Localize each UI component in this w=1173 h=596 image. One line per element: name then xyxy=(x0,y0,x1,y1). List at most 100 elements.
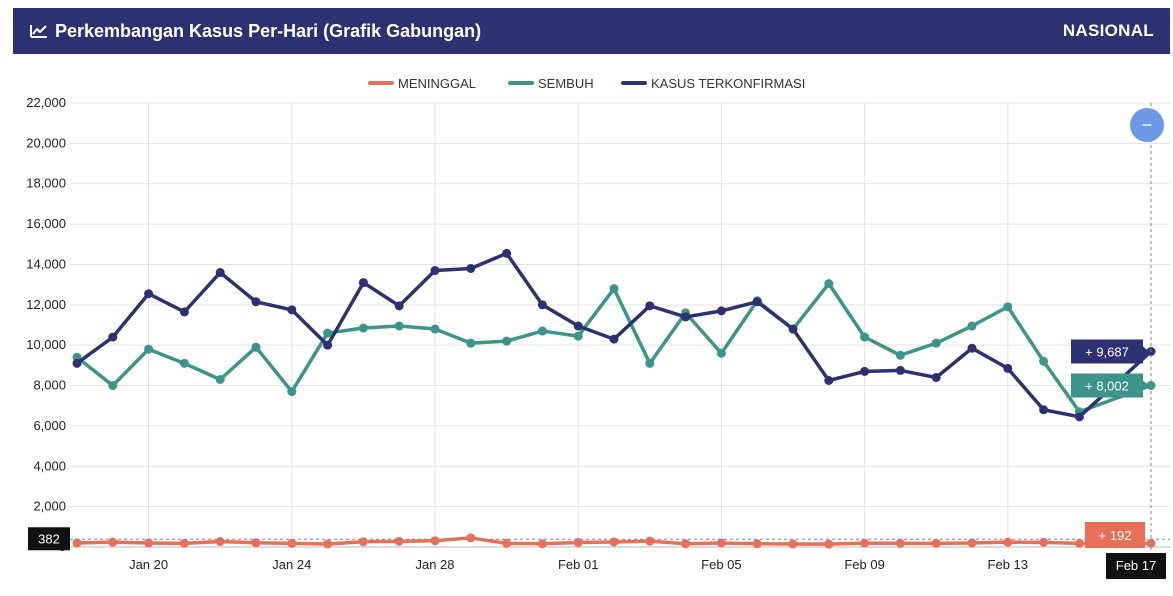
zoom-out-button[interactable]: − xyxy=(1130,108,1164,142)
data-point[interactable] xyxy=(502,336,512,346)
data-point[interactable] xyxy=(931,372,941,382)
chart-header: Perkembangan Kasus Per-Hari (Grafik Gabu… xyxy=(13,8,1170,54)
series-kasus-terkonfirmasi[interactable] xyxy=(72,248,1156,422)
data-point[interactable] xyxy=(287,387,297,397)
data-point[interactable] xyxy=(824,376,834,385)
data-point[interactable] xyxy=(394,301,404,311)
data-point[interactable] xyxy=(645,536,655,546)
data-point[interactable] xyxy=(72,538,82,548)
data-point[interactable] xyxy=(1003,537,1013,547)
data-point[interactable] xyxy=(681,539,691,549)
data-point[interactable] xyxy=(860,366,870,376)
data-point[interactable] xyxy=(716,306,726,316)
data-point[interactable] xyxy=(860,538,870,548)
data-point[interactable] xyxy=(752,297,762,307)
data-point[interactable] xyxy=(537,300,547,310)
data-point[interactable] xyxy=(430,324,440,334)
data-point[interactable] xyxy=(251,538,261,548)
data-point[interactable] xyxy=(108,537,118,547)
data-point[interactable] xyxy=(108,332,118,342)
data-point[interactable] xyxy=(716,538,726,548)
data-point[interactable] xyxy=(609,284,619,294)
data-point[interactable] xyxy=(358,323,368,333)
series-meninggal[interactable] xyxy=(72,533,1156,549)
data-point[interactable] xyxy=(1003,363,1013,373)
legend-item-kasus-terkonfirmasi[interactable]: KASUS TERKONFIRMASI xyxy=(621,76,805,91)
data-point[interactable] xyxy=(931,338,941,348)
zoom-out-icon[interactable] xyxy=(1130,108,1164,142)
data-point[interactable] xyxy=(251,297,261,307)
data-point[interactable] xyxy=(179,358,189,368)
data-point[interactable] xyxy=(824,539,834,549)
legend-item-meninggal[interactable]: MENINGGAL xyxy=(368,76,476,91)
data-point[interactable] xyxy=(788,324,798,334)
data-point[interactable] xyxy=(179,538,189,548)
data-point[interactable] xyxy=(72,358,82,368)
data-point[interactable] xyxy=(931,538,941,548)
legend-item-sembuh[interactable]: SEMBUH xyxy=(508,76,594,91)
data-point[interactable] xyxy=(215,374,225,384)
data-point[interactable] xyxy=(251,342,261,352)
data-point[interactable] xyxy=(1039,405,1049,415)
data-point[interactable] xyxy=(895,365,905,375)
data-point[interactable] xyxy=(144,344,154,354)
data-point[interactable] xyxy=(358,278,368,288)
y-tick-label: 10,000 xyxy=(26,337,66,352)
data-point[interactable] xyxy=(967,321,977,331)
data-point[interactable] xyxy=(287,305,297,315)
data-point[interactable] xyxy=(1039,356,1049,366)
data-point[interactable] xyxy=(358,537,368,547)
y-tick-label: 16,000 xyxy=(26,216,66,231)
data-point[interactable] xyxy=(1003,302,1013,312)
series-sembuh[interactable] xyxy=(72,279,1156,417)
data-point[interactable] xyxy=(179,307,189,317)
data-point[interactable] xyxy=(394,321,404,331)
data-point[interactable] xyxy=(466,263,476,273)
data-point[interactable] xyxy=(967,538,977,548)
data-point[interactable] xyxy=(323,328,333,338)
data-point[interactable] xyxy=(215,268,225,278)
data-point[interactable] xyxy=(967,343,977,353)
data-point[interactable] xyxy=(681,312,691,322)
data-point[interactable] xyxy=(323,539,333,549)
crosshair-x-label: Feb 17 xyxy=(1106,553,1166,579)
data-point[interactable] xyxy=(466,338,476,348)
crosshair-x-label-bg xyxy=(1106,553,1166,579)
data-point[interactable] xyxy=(287,538,297,548)
series-lines[interactable] xyxy=(72,248,1156,549)
data-point[interactable] xyxy=(573,321,583,331)
data-point[interactable] xyxy=(215,537,225,547)
data-point[interactable] xyxy=(466,533,476,543)
x-tick-label: Feb 01 xyxy=(558,557,598,572)
data-point[interactable] xyxy=(430,536,440,546)
data-point[interactable] xyxy=(144,289,154,299)
data-point[interactable] xyxy=(895,350,905,360)
data-point[interactable] xyxy=(1074,412,1084,422)
data-point[interactable] xyxy=(573,331,583,341)
chart-legend[interactable]: MENINGGAL SEMBUH KASUS TERKONFIRMASI xyxy=(368,76,805,91)
data-point[interactable] xyxy=(824,279,834,289)
data-point[interactable] xyxy=(108,381,118,391)
data-point[interactable] xyxy=(609,334,619,344)
data-point[interactable] xyxy=(502,248,512,258)
data-point[interactable] xyxy=(895,538,905,548)
data-point[interactable] xyxy=(430,266,440,276)
data-point[interactable] xyxy=(788,539,798,549)
data-point[interactable] xyxy=(323,340,333,350)
data-point[interactable] xyxy=(716,348,726,358)
data-point[interactable] xyxy=(645,358,655,368)
data-point[interactable] xyxy=(573,538,583,548)
data-point[interactable] xyxy=(144,538,154,548)
data-point[interactable] xyxy=(1074,538,1084,548)
data-point[interactable] xyxy=(537,539,547,549)
data-point[interactable] xyxy=(394,536,404,546)
data-point[interactable] xyxy=(537,326,547,336)
data-point[interactable] xyxy=(502,538,512,548)
data-point[interactable] xyxy=(860,332,870,342)
data-point[interactable] xyxy=(645,301,655,311)
crosshair-y-label-text: 382 xyxy=(38,531,60,546)
data-point[interactable] xyxy=(752,539,762,549)
x-tick-label: Feb 09 xyxy=(844,557,884,572)
data-point[interactable] xyxy=(1039,537,1049,547)
